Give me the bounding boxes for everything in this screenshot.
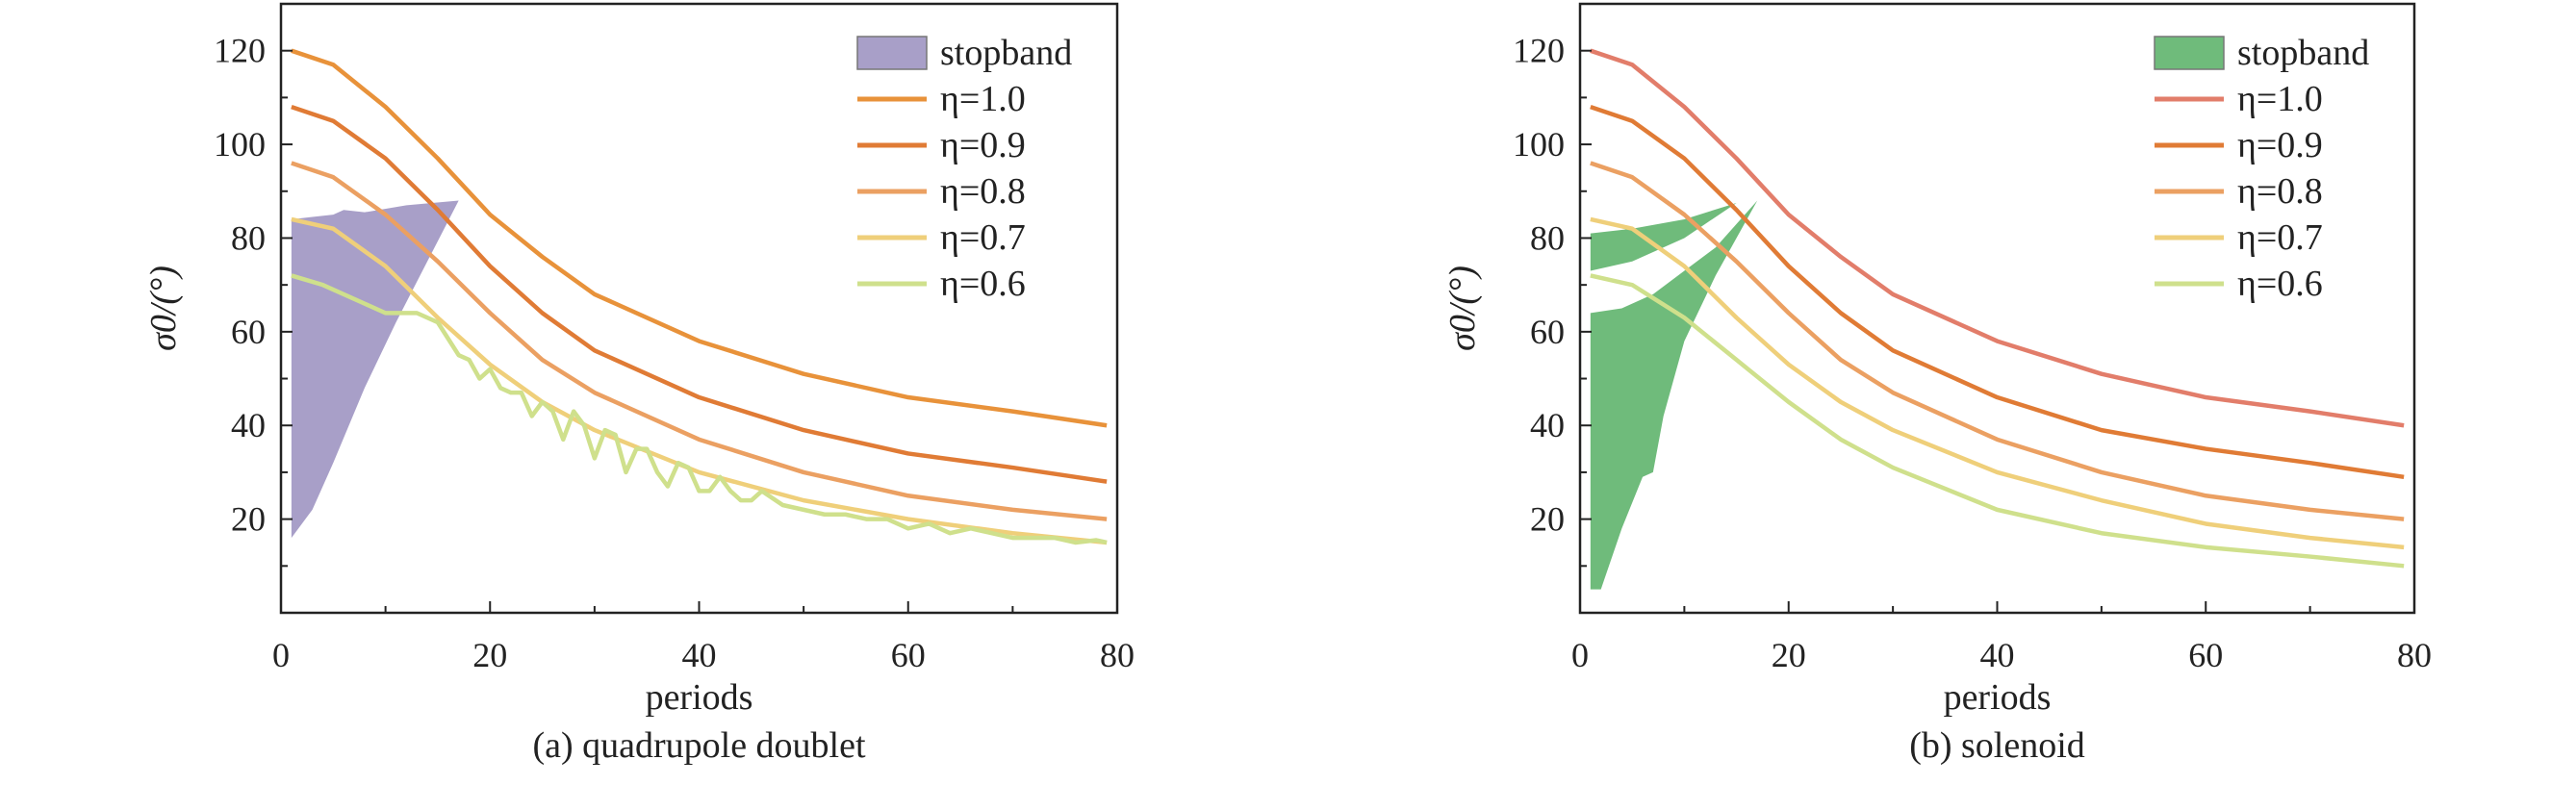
- y-tick-label: 120: [1513, 32, 1565, 70]
- series-line-1: [291, 104, 1108, 484]
- legend-series-label: η=0.8: [2237, 171, 2323, 212]
- x-tick-label: 0: [1571, 636, 1589, 674]
- y-tick-label: 60: [1530, 313, 1565, 351]
- panel-1: 0 20 40 60 80 20 40 60 80 100 120 periods (b) soleno…: [1442, 2, 2432, 766]
- series-line-0: [1590, 48, 2405, 428]
- y-tick-label: 40: [1530, 406, 1565, 444]
- legend-stopband-label: stopband: [940, 33, 1072, 73]
- legend-series-label: η=0.9: [940, 125, 1026, 165]
- stopband-region: [1590, 200, 1758, 590]
- x-tick-label: 20: [472, 636, 507, 674]
- legend-stopband-swatch: [856, 36, 928, 70]
- y-tick-label: 20: [1530, 500, 1565, 539]
- series-line-4: [291, 273, 1108, 545]
- panel-caption: (b) solenoid: [1909, 725, 2085, 766]
- y-tick-label: 80: [1530, 218, 1565, 257]
- legend-series-label: η=0.7: [940, 217, 1026, 258]
- stopband-region: [1590, 202, 1737, 271]
- x-axis-label: periods: [1944, 677, 2052, 718]
- stopband-region: [291, 200, 459, 539]
- y-tick-label: 20: [231, 500, 266, 539]
- y-tick-label: 100: [214, 125, 266, 164]
- series-line-4: [1590, 273, 2405, 569]
- legend-series-label: η=0.6: [2237, 264, 2323, 304]
- series-line-3: [1590, 216, 2405, 550]
- legend-series-label: η=1.0: [940, 79, 1026, 119]
- y-tick-label: 60: [231, 313, 266, 351]
- series-line-3: [291, 216, 1108, 545]
- legend-series-label: η=0.6: [940, 264, 1026, 304]
- x-tick-label: 60: [891, 636, 926, 674]
- y-tick-label: 80: [231, 218, 266, 257]
- legend-stopband-label: stopband: [2237, 33, 2369, 73]
- legend-series-label: η=0.9: [2237, 125, 2323, 165]
- series-line-2: [1590, 161, 2405, 521]
- x-tick-label: 40: [682, 636, 717, 674]
- y-tick-label: 120: [214, 32, 266, 70]
- series-line-2: [291, 161, 1108, 521]
- y-tick-label: 40: [231, 406, 266, 444]
- y-axis-label: σ0/(°): [143, 266, 184, 351]
- series-line-0: [291, 48, 1108, 428]
- x-tick-label: 80: [2397, 636, 2432, 674]
- x-tick-label: 20: [1772, 636, 1806, 674]
- y-axis-label: σ0/(°): [1442, 266, 1483, 351]
- x-tick-label: 40: [1980, 636, 2015, 674]
- x-tick-label: 0: [272, 636, 290, 674]
- legend-series-label: η=0.8: [940, 171, 1026, 212]
- panel-0: 0 20 40 60 80 20 40 60 80 100 120 periods (a) quadru…: [143, 2, 1135, 766]
- series-line-1: [1590, 104, 2405, 480]
- x-tick-label: 60: [2188, 636, 2223, 674]
- legend-series-label: η=0.7: [2237, 217, 2323, 258]
- y-tick-label: 100: [1513, 125, 1565, 164]
- x-axis-label: periods: [646, 677, 753, 718]
- x-tick-label: 80: [1100, 636, 1135, 674]
- panel-caption: (a) quadrupole doublet: [532, 725, 866, 766]
- legend-series-label: η=1.0: [2237, 79, 2323, 119]
- legend-stopband-swatch: [2154, 36, 2225, 70]
